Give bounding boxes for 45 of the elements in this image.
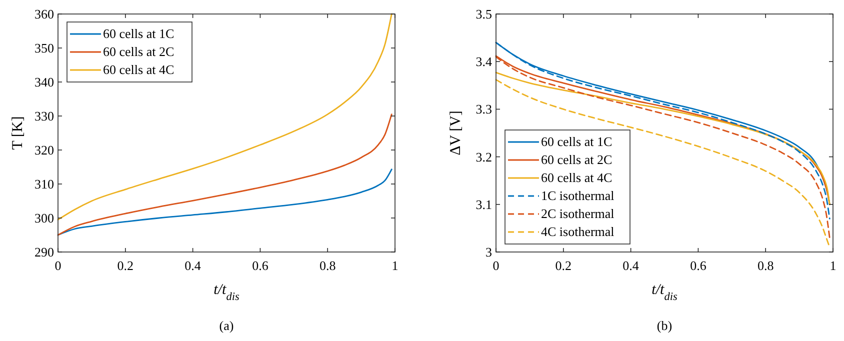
x-tick-label: 0.2 (117, 258, 134, 273)
x-tick-label: 0.2 (555, 258, 572, 273)
y-tick-label: 340 (34, 74, 54, 90)
line-series (57, 114, 392, 236)
x-tick-label: 0 (54, 258, 62, 273)
y-tick-label: 320 (34, 142, 54, 158)
line-series (495, 78, 830, 248)
y-tick-label: 300 (34, 210, 54, 226)
text: (a) (219, 318, 234, 333)
legend-label: 60 cells at 2C (541, 152, 612, 167)
y-tick-label: 3.3 (476, 102, 492, 117)
x-tick-label: 0.4 (184, 258, 202, 273)
y-tick-label: 3.1 (476, 196, 492, 212)
y-axis-title: T [K] (10, 116, 26, 150)
line-series (57, 13, 392, 220)
y-tick-label: 360 (34, 6, 54, 22)
text: (b) (656, 318, 672, 333)
x-tick-label: 0.8 (757, 258, 774, 273)
y-tick-label: 310 (34, 176, 54, 192)
y-tick-label: 3.2 (476, 149, 492, 164)
legend-label: 1C isothermal (541, 188, 615, 203)
y-axis-title: ΔV [V] (448, 110, 464, 156)
legend-label: 60 cells at 4C (541, 170, 612, 185)
legend-label: 4C isothermal (541, 224, 615, 239)
x-tick-label: 0.6 (252, 258, 269, 273)
x-axis-title: t/t$_{dis}$ (214, 282, 240, 303)
line-series (57, 168, 392, 236)
legend-label: 2C isothermal (541, 206, 615, 221)
x-tick-label: 0.4 (622, 258, 640, 273)
x-tick-label: 0.6 (690, 258, 707, 273)
y-tick-label: 330 (34, 108, 54, 124)
x-axis-title: t/t$_{dis}$ (652, 282, 678, 303)
legend-label: 60 cells at 2C (103, 44, 174, 59)
x-tick-label: 0 (492, 258, 500, 273)
y-tick-label: 3 (486, 244, 492, 260)
x-tick-label: 0.8 (319, 258, 336, 273)
legend-label: 60 cells at 1C (541, 134, 612, 149)
x-tick-label: 1 (392, 258, 398, 273)
x-tick-label: 1 (830, 258, 836, 273)
y-tick-label: 3.5 (476, 6, 492, 22)
legend-label: 60 cells at 1C (103, 26, 174, 41)
y-tick-label: 290 (34, 244, 54, 260)
y-tick-label: 350 (34, 40, 54, 56)
y-tick-label: 3.4 (476, 54, 492, 70)
legend-label: 60 cells at 4C (103, 62, 174, 77)
